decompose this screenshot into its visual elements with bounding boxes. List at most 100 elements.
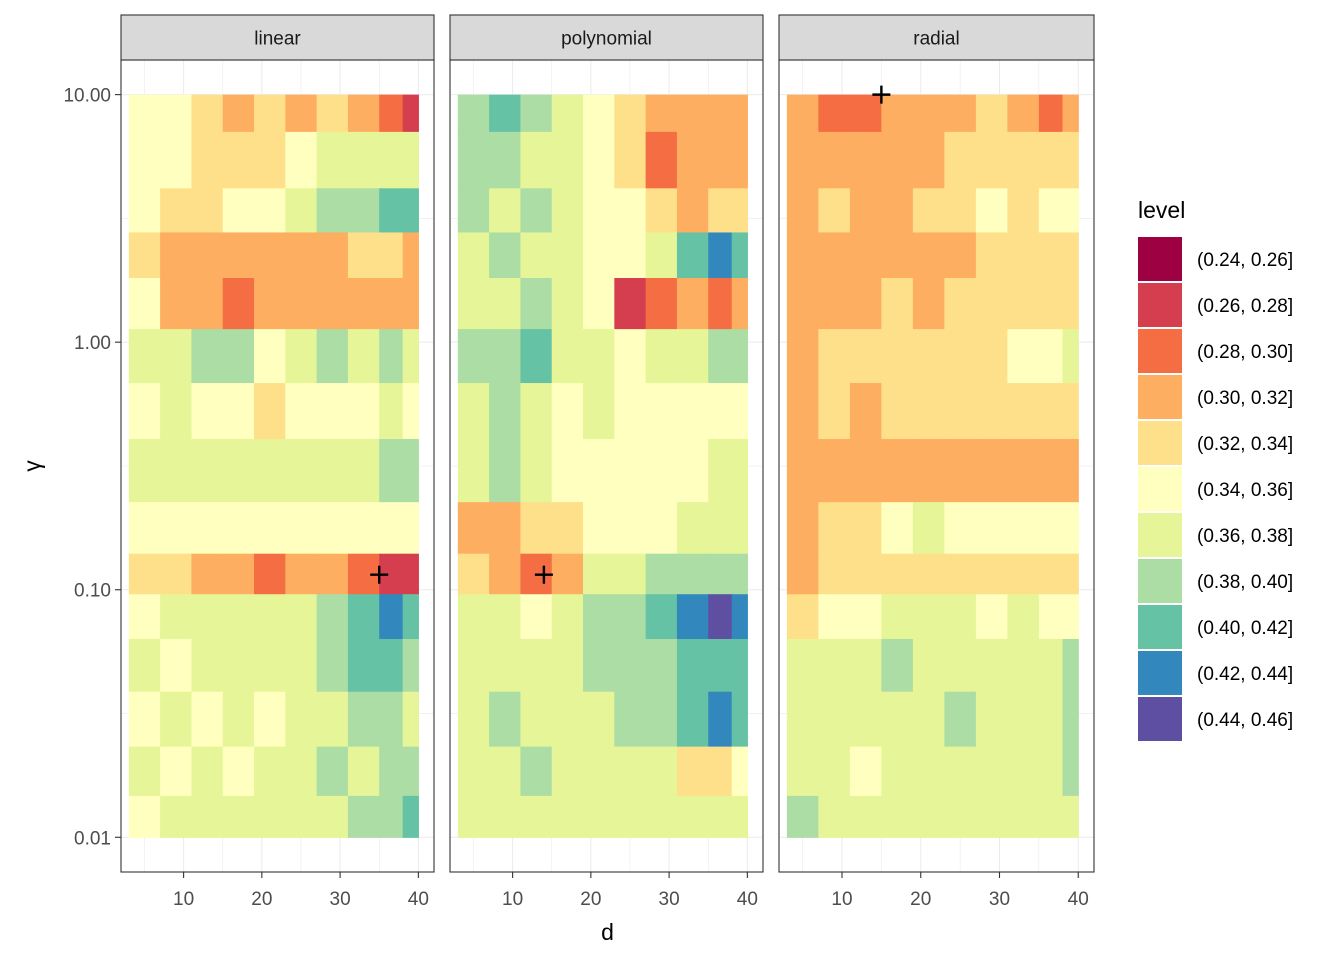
contour-cell — [379, 594, 404, 640]
contour-cell — [254, 553, 286, 595]
contour-cell — [818, 439, 851, 503]
contour-cell — [944, 329, 977, 384]
contour-cell — [222, 439, 255, 503]
contour-cell — [708, 594, 733, 640]
contour-cell — [457, 746, 490, 797]
contour-cell — [1062, 439, 1079, 503]
contour-cell — [551, 746, 584, 797]
contour-cell — [285, 638, 318, 693]
contour-cell — [285, 131, 318, 189]
contour-cell — [520, 691, 553, 748]
contour-cell — [676, 594, 709, 640]
contour-cell — [285, 188, 318, 234]
contour-cell — [379, 329, 404, 384]
contour-cell — [881, 439, 914, 503]
contour-cell — [731, 795, 748, 838]
contour-cell — [1038, 329, 1064, 384]
contour-cell — [614, 131, 647, 189]
contour-cell — [614, 502, 647, 555]
contour-cell — [316, 188, 349, 234]
contour-cell — [786, 188, 819, 234]
contour-cell — [975, 795, 1008, 838]
contour-cell — [402, 94, 419, 133]
contour-cell — [975, 594, 1008, 640]
contour-cell — [160, 502, 193, 555]
contour-cell — [347, 638, 380, 693]
contour-cell — [731, 553, 748, 595]
contour-cell — [254, 502, 286, 555]
contour-cell — [912, 188, 945, 234]
contour-cell — [457, 94, 490, 133]
contour-cell — [849, 553, 882, 595]
contour-cell — [551, 232, 584, 279]
contour-cell — [379, 638, 404, 693]
contour-cell — [489, 795, 522, 838]
contour-cell — [708, 553, 733, 595]
facet-strip — [449, 14, 764, 61]
legend-swatch — [1138, 467, 1182, 511]
contour-cell — [944, 94, 977, 133]
contour-cell — [489, 232, 522, 279]
contour-cell — [551, 188, 584, 234]
contour-cell — [676, 188, 709, 234]
contour-cell — [160, 746, 193, 797]
contour-cell — [222, 594, 255, 640]
legend-label: (0.30, 0.32] — [1197, 388, 1293, 409]
contour-cell — [912, 638, 945, 693]
legend-swatch — [1138, 375, 1182, 419]
contour-cell — [191, 594, 224, 640]
contour-cell — [379, 277, 404, 330]
legend-label: (0.42, 0.44] — [1197, 664, 1293, 685]
contour-cell — [347, 502, 380, 555]
contour-cell — [786, 594, 819, 640]
contour-cell — [849, 94, 882, 133]
legend-label: (0.26, 0.28] — [1197, 296, 1293, 317]
contour-cell — [160, 439, 193, 503]
contour-cell — [1062, 594, 1079, 640]
contour-cell — [944, 131, 977, 189]
contour-cell — [944, 638, 977, 693]
contour-cell — [316, 94, 349, 133]
contour-cell — [285, 232, 318, 279]
contour-cell — [347, 746, 380, 797]
x-tick-label: 10 — [502, 889, 523, 910]
contour-cell — [222, 131, 255, 189]
contour-cell — [849, 594, 882, 640]
contour-cell — [614, 439, 647, 503]
optimum-marker — [370, 565, 389, 584]
contour-cell — [285, 439, 318, 503]
contour-cell — [222, 691, 255, 748]
legend-swatch — [1138, 329, 1182, 373]
contour-cell — [254, 746, 286, 797]
contour-cell — [128, 329, 161, 384]
contour-cell — [489, 277, 522, 330]
contour-cell — [457, 188, 490, 234]
contour-cell — [379, 232, 404, 279]
contour-cell — [316, 691, 349, 748]
contour-cell — [881, 594, 914, 640]
contour-cell — [379, 383, 404, 440]
contour-cell — [128, 594, 161, 640]
contour-cell — [1062, 502, 1079, 555]
contour-cell — [786, 383, 819, 440]
contour-cell — [160, 691, 193, 748]
contour-cell — [520, 131, 553, 189]
contour-cell — [614, 232, 647, 279]
contour-cell — [222, 638, 255, 693]
contour-cell — [379, 131, 404, 189]
contour-cell — [402, 502, 419, 555]
contour-cell — [912, 329, 945, 384]
contour-cell — [1062, 638, 1079, 693]
contour-cell — [975, 553, 1008, 595]
contour-cell — [128, 188, 161, 234]
contour-cell — [285, 502, 318, 555]
contour-cell — [489, 188, 522, 234]
x-tick-label: 30 — [989, 889, 1010, 910]
contour-cell — [731, 329, 748, 384]
contour-cell — [818, 502, 851, 555]
contour-cell — [347, 795, 380, 838]
contour-cell — [912, 502, 945, 555]
contour-cell — [551, 94, 584, 133]
contour-cell — [583, 383, 615, 440]
contour-cell — [818, 594, 851, 640]
